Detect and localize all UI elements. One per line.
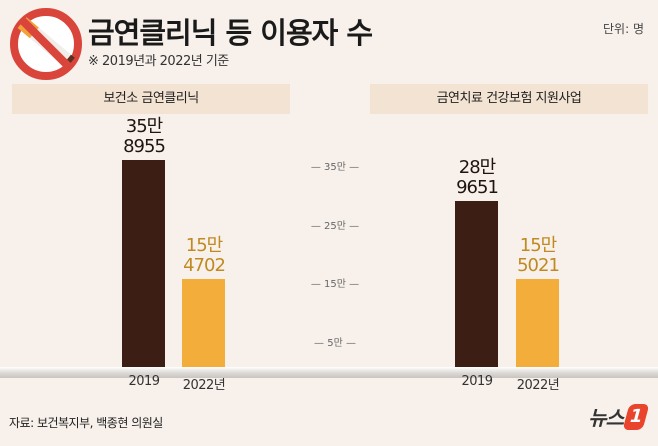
y-tick: — 25만 —: [310, 220, 360, 232]
bar-2022년: [182, 279, 225, 367]
no-smoking-icon: [10, 8, 82, 80]
bar-2022년: [516, 279, 559, 367]
data-label: 28만 9651: [456, 156, 499, 198]
source-text: 자료: 보건복지부, 백종현 의원실: [9, 416, 163, 430]
bar-2019: [455, 200, 498, 367]
baseline: [0, 367, 658, 378]
news1-logo: 뉴스 1: [588, 402, 650, 431]
x-tick-label: 2022년: [182, 378, 226, 393]
x-tick-label: 2019: [461, 374, 493, 389]
page-title: 금연클리닉 등 이용자 수: [88, 16, 373, 50]
panel-title-left: 보건소 금연클리닉: [12, 84, 290, 114]
data-label: 35만 8955: [123, 116, 166, 157]
y-tick: — 35만 —: [310, 162, 360, 174]
subtitle: ※ 2019년과 2022년 기준: [88, 54, 229, 69]
y-tick: — 5만 —: [314, 337, 356, 349]
unit-label: 단위: 명: [603, 22, 644, 36]
data-label: 15만 5021: [517, 235, 560, 277]
bar-2019: [122, 160, 165, 367]
x-tick-label: 2019: [128, 374, 160, 389]
y-tick: — 15만 —: [310, 279, 360, 291]
data-label: 15만 4702: [183, 235, 226, 277]
x-tick-label: 2022년: [516, 378, 560, 393]
panel-title-right: 금연치료 건강보험 지원사업: [370, 84, 648, 114]
